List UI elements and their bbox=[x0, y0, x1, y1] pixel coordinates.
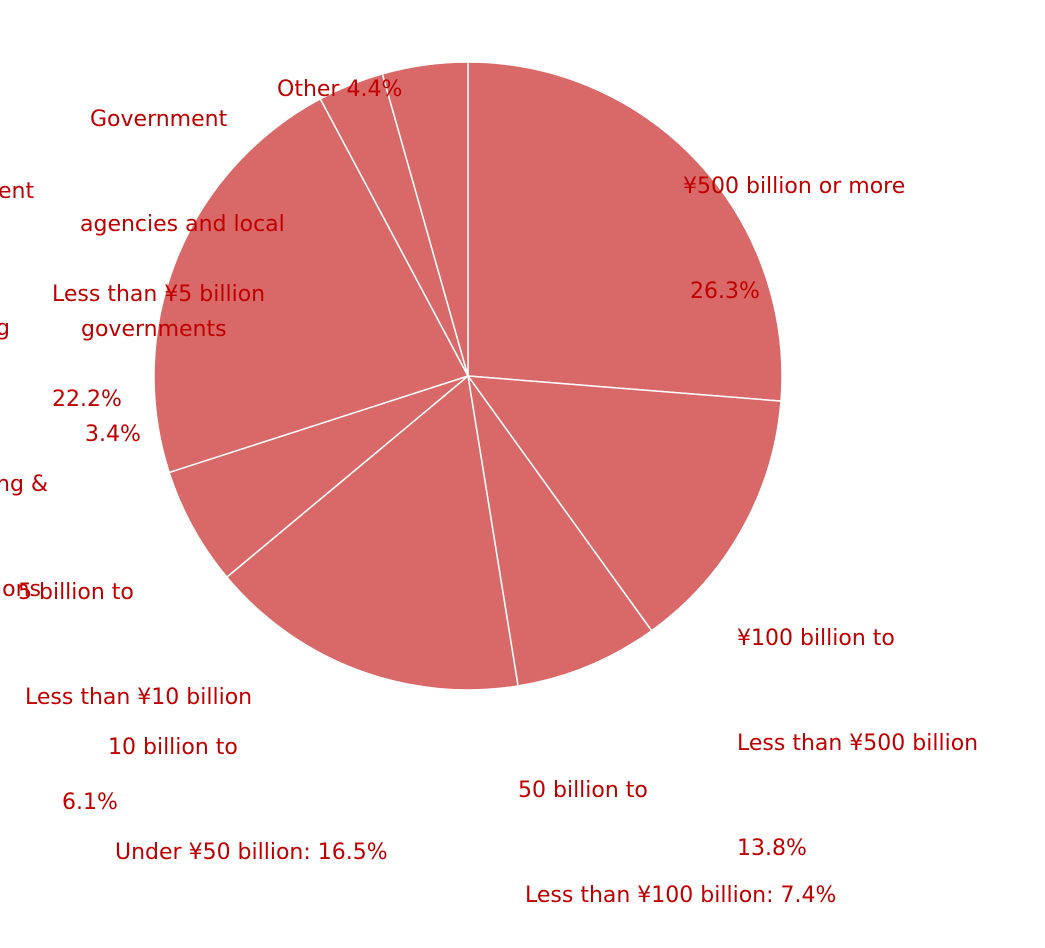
pie-slice-s500 bbox=[467, 61, 783, 402]
label-less-than-5-billion: Less than ¥5 billion 22.2% bbox=[52, 282, 266, 412]
pie-slice-s100 bbox=[466, 375, 782, 632]
pie-slice-s5 bbox=[168, 375, 469, 579]
label-government-agencies: Government agencies and local government… bbox=[78, 107, 285, 447]
pie-chart bbox=[153, 61, 783, 691]
pie-slice-s10 bbox=[225, 374, 519, 691]
partial-label-mid-left: g bbox=[0, 316, 10, 341]
pie-slice-sother bbox=[381, 61, 469, 377]
pie-slice-slt5 bbox=[153, 97, 470, 474]
label-50-to-100-billion: 50 billion to Less than ¥100 billion: 7.… bbox=[518, 778, 837, 908]
pie-slices bbox=[153, 61, 783, 691]
partial-label-lower-left: ng & ions bbox=[0, 472, 49, 602]
pie-slice-s50 bbox=[467, 375, 653, 687]
partial-label-top-left: ent bbox=[0, 179, 35, 204]
label-500-billion-or-more: ¥500 billion or more 26.3% bbox=[683, 174, 906, 304]
label-5-to-10-billion: 5 billion to Less than ¥10 billion 6.1% bbox=[18, 580, 253, 815]
label-other: Other 4.4% bbox=[277, 77, 403, 102]
